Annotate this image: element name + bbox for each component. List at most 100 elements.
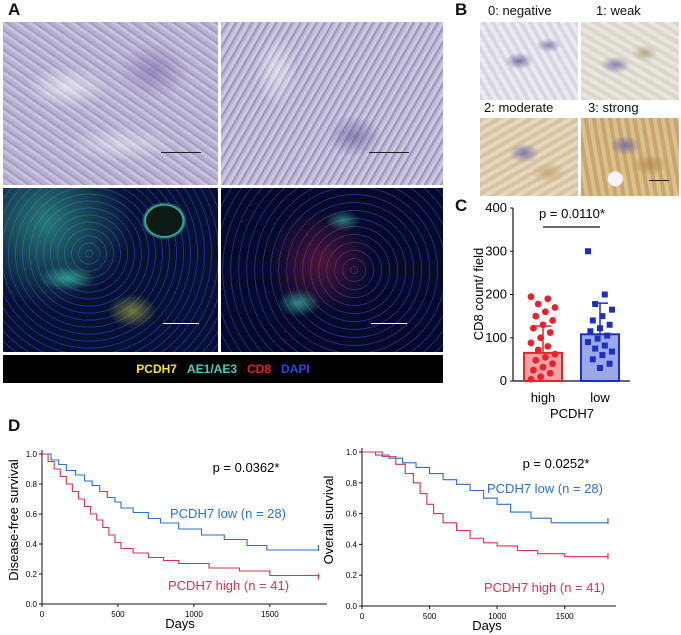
data-point-high (546, 369, 554, 377)
data-point-low (589, 356, 596, 363)
survival-curve-high (362, 451, 609, 559)
error-bars (535, 302, 608, 353)
x-tick-label: 0 (40, 610, 45, 619)
y-tick-label: 0 (500, 373, 507, 388)
y-tick-label: 1.0 (26, 450, 38, 459)
data-point-low (599, 352, 606, 359)
p-value-annotation: p = 0.0110* (539, 206, 605, 221)
x-tick-label: 1000 (488, 612, 506, 621)
y-tick-label: 1.0 (346, 448, 358, 457)
x-tick-label: 1500 (261, 610, 279, 619)
y-tick-label: 0.4 (346, 540, 358, 549)
data-point-high (530, 366, 537, 374)
ihc-moderate-image (480, 118, 578, 196)
x-axis-ticks: 0 500 1000 1500 (40, 604, 279, 619)
disease-free-survival-km-plot: Disease-free survival 0.0 0.2 0.4 0.6 0.8 1.0… (6, 450, 327, 631)
scale-bar (649, 180, 669, 181)
data-point-high (527, 293, 535, 301)
data-point-high (542, 353, 549, 361)
data-point-low (604, 332, 611, 339)
category-label-high: high (531, 390, 556, 405)
y-tick-label: 0.0 (26, 600, 38, 609)
axes (41, 450, 327, 605)
data-point-high (534, 300, 542, 308)
legend-dapi: DAPI (281, 362, 310, 376)
ihc-weak-image (581, 22, 679, 100)
data-point-low (587, 328, 594, 335)
legend-pcdh7-low: PCDH7 low (n = 28) (487, 481, 603, 496)
immunofluorescence-image-right (221, 188, 443, 352)
y-tick-label: 0.0 (346, 602, 358, 611)
scale-bar (371, 323, 407, 324)
data-point-low (585, 248, 591, 255)
x-tick-label: 500 (111, 610, 125, 619)
data-point-high (551, 350, 559, 358)
y-tick-label: 0.2 (346, 571, 358, 580)
x-axis-label: Days (165, 616, 195, 631)
data-point-low (601, 342, 608, 349)
score-label-3: 3: strong (588, 100, 639, 115)
panel-label-d: D (8, 416, 21, 435)
score-label-0: 0: negative (488, 3, 552, 18)
category-label-low: low (590, 390, 610, 405)
score-label-1: 1: weak (596, 3, 641, 18)
x-tick-label: 1500 (556, 612, 574, 621)
data-point-high (551, 304, 559, 311)
y-tick-label: 0.6 (346, 510, 358, 519)
x-tick-label: 1000 (185, 610, 203, 619)
scale-bar (161, 152, 201, 153)
y-tick-label: 0.8 (346, 479, 358, 488)
survival-curve-high (42, 453, 319, 579)
legend-cd8: CD8 (247, 362, 272, 376)
data-point-high (534, 346, 542, 354)
y-tick-label: 0.4 (26, 540, 38, 549)
x-tick-label: 0 (360, 612, 365, 621)
p-value-annotation: p = 0.0362* (213, 460, 280, 475)
y-axis-ticks: 0 100 200 300 400 (485, 200, 513, 388)
stain-legend: PCDH7 AE1/AE3 CD8 DAPI (3, 355, 443, 383)
scale-bar (163, 323, 199, 324)
y-axis-ticks: 0.0 0.2 0.4 0.6 0.8 1.0 (26, 450, 42, 609)
data-point-high (549, 317, 556, 324)
score-label-2: 2: moderate (484, 100, 554, 115)
data-point-low (592, 345, 599, 352)
p-value-annotation: p = 0.0252* (523, 456, 590, 471)
legend-pcdh7: PCDH7 (136, 362, 177, 376)
y-axis-label: CD8 count/ field (471, 248, 486, 341)
data-point-low (601, 291, 608, 298)
data-point-high (537, 373, 544, 381)
ihc-strong-image (581, 118, 679, 196)
panel-label-b: B (455, 0, 468, 19)
survival-curves (42, 453, 320, 580)
y-axis-label: Overall survival (322, 475, 336, 564)
data-point-low (594, 335, 601, 342)
data-point-low (599, 313, 606, 320)
panel-label-c: C (455, 196, 468, 215)
x-axis-ticks: 0 500 1000 1500 (360, 606, 574, 621)
ihc-negative-image (480, 22, 578, 100)
data-point-low (585, 339, 591, 346)
he-stain-image-left (3, 22, 218, 185)
data-point-high (527, 339, 535, 347)
data-point-low (609, 306, 615, 313)
he-stain-image-right (221, 22, 443, 185)
data-point-low (609, 348, 615, 355)
axes (361, 448, 616, 607)
y-tick-label: 400 (485, 200, 507, 215)
data-point-low (597, 365, 603, 372)
legend-pcdh7-low: PCDH7 low (n = 28) (170, 506, 286, 521)
data-point-high (544, 343, 552, 350)
data-point-high (546, 329, 554, 336)
y-tick-label: 0.2 (26, 570, 38, 579)
data-point-high (542, 308, 549, 316)
x-axis-label: Days (472, 618, 502, 633)
data-point-low (606, 321, 613, 328)
data-point-high (539, 363, 547, 371)
immunofluorescence-image-left (3, 188, 218, 352)
panel-label-a: A (8, 0, 21, 19)
data-point-high (532, 356, 540, 364)
overall-survival-km-plot: Overall survival 0.0 0.2 0.4 0.6 0.8 1.0 0 500… (322, 448, 616, 633)
y-tick-label: 100 (485, 330, 507, 345)
y-tick-label: 300 (485, 243, 507, 258)
